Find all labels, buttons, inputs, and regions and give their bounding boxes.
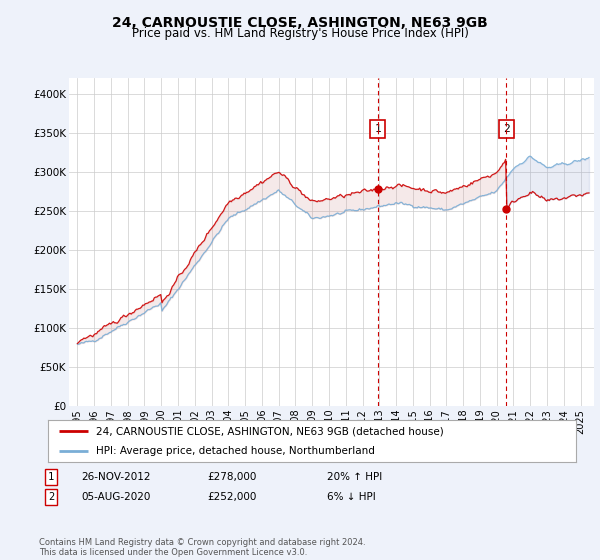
Text: 1: 1 bbox=[48, 472, 54, 482]
Text: 2: 2 bbox=[48, 492, 54, 502]
Text: HPI: Average price, detached house, Northumberland: HPI: Average price, detached house, Nort… bbox=[95, 446, 374, 456]
Text: 1: 1 bbox=[374, 124, 381, 134]
Text: 05-AUG-2020: 05-AUG-2020 bbox=[81, 492, 151, 502]
Text: 20% ↑ HPI: 20% ↑ HPI bbox=[327, 472, 382, 482]
Text: Price paid vs. HM Land Registry's House Price Index (HPI): Price paid vs. HM Land Registry's House … bbox=[131, 27, 469, 40]
Text: 24, CARNOUSTIE CLOSE, ASHINGTON, NE63 9GB: 24, CARNOUSTIE CLOSE, ASHINGTON, NE63 9G… bbox=[112, 16, 488, 30]
Text: £278,000: £278,000 bbox=[207, 472, 256, 482]
Text: £252,000: £252,000 bbox=[207, 492, 256, 502]
Text: 2: 2 bbox=[503, 124, 510, 134]
Text: Contains HM Land Registry data © Crown copyright and database right 2024.
This d: Contains HM Land Registry data © Crown c… bbox=[39, 538, 365, 557]
Text: 24, CARNOUSTIE CLOSE, ASHINGTON, NE63 9GB (detached house): 24, CARNOUSTIE CLOSE, ASHINGTON, NE63 9G… bbox=[95, 426, 443, 436]
Text: 6% ↓ HPI: 6% ↓ HPI bbox=[327, 492, 376, 502]
Text: 26-NOV-2012: 26-NOV-2012 bbox=[81, 472, 151, 482]
